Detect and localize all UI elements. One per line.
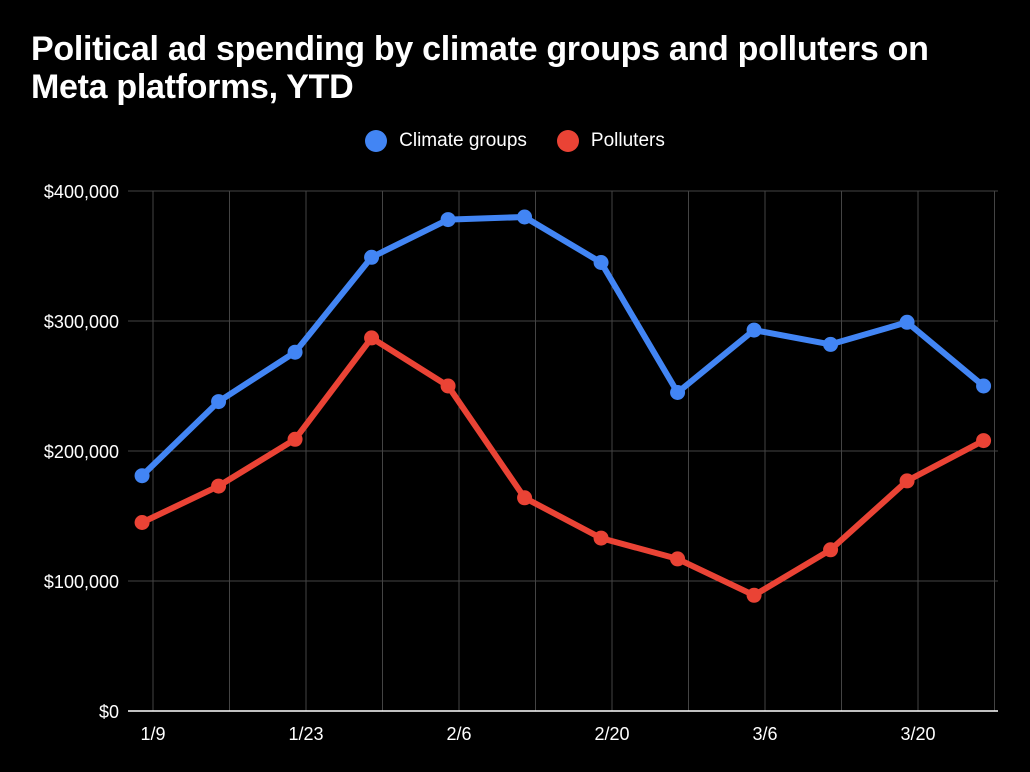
series-line-climate-groups (139, 214, 987, 479)
legend-item-polluters: Polluters (556, 130, 665, 152)
data-point-polluters (211, 478, 227, 494)
data-point-climate-groups (440, 212, 456, 228)
x-tick-label: 1/23 (288, 724, 323, 744)
data-point-polluters (364, 330, 380, 346)
x-tick-label: 1/9 (140, 724, 165, 744)
x-tick-label: 2/20 (594, 724, 629, 744)
data-point-climate-groups (364, 249, 380, 265)
data-point-climate-groups (899, 314, 915, 330)
y-tick-label: $300,000 (44, 312, 119, 332)
y-tick-label: $100,000 (44, 572, 119, 592)
data-point-polluters (517, 490, 533, 506)
data-point-polluters (670, 551, 686, 567)
data-point-polluters (823, 542, 839, 558)
legend-item-climate-groups: Climate groups (365, 130, 527, 152)
data-point-climate-groups (134, 468, 150, 484)
data-point-climate-groups (823, 336, 839, 352)
series-line-polluters (139, 334, 987, 599)
x-tick-label: 3/20 (900, 724, 935, 744)
data-point-polluters (287, 431, 303, 447)
data-point-polluters (134, 515, 150, 530)
x-tick-label: 3/6 (752, 724, 777, 744)
y-tick-label: $200,000 (44, 442, 119, 462)
y-tick-label: $400,000 (44, 182, 119, 202)
y-tick-label: $0 (99, 702, 119, 722)
legend-swatch-climate-groups (365, 130, 388, 152)
chart-title: Political ad spending by climate groups … (31, 30, 929, 106)
legend-label-climate-groups: Climate groups (399, 130, 527, 151)
x-tick-label: 2/6 (446, 724, 471, 744)
data-point-polluters (746, 587, 762, 603)
data-point-polluters (593, 530, 609, 546)
legend-label-polluters: Polluters (590, 130, 665, 151)
data-point-polluters (899, 473, 915, 489)
data-point-climate-groups (976, 378, 992, 394)
data-point-climate-groups (287, 344, 303, 360)
data-point-polluters (440, 378, 456, 394)
data-point-climate-groups (211, 394, 227, 410)
data-point-climate-groups (746, 322, 762, 338)
data-point-climate-groups (593, 255, 609, 270)
legend-swatch-polluters (556, 130, 579, 152)
data-point-climate-groups (517, 209, 533, 225)
data-point-climate-groups (670, 385, 686, 400)
legend: Climate groups Polluters (0, 130, 1030, 152)
data-point-polluters (976, 433, 992, 449)
